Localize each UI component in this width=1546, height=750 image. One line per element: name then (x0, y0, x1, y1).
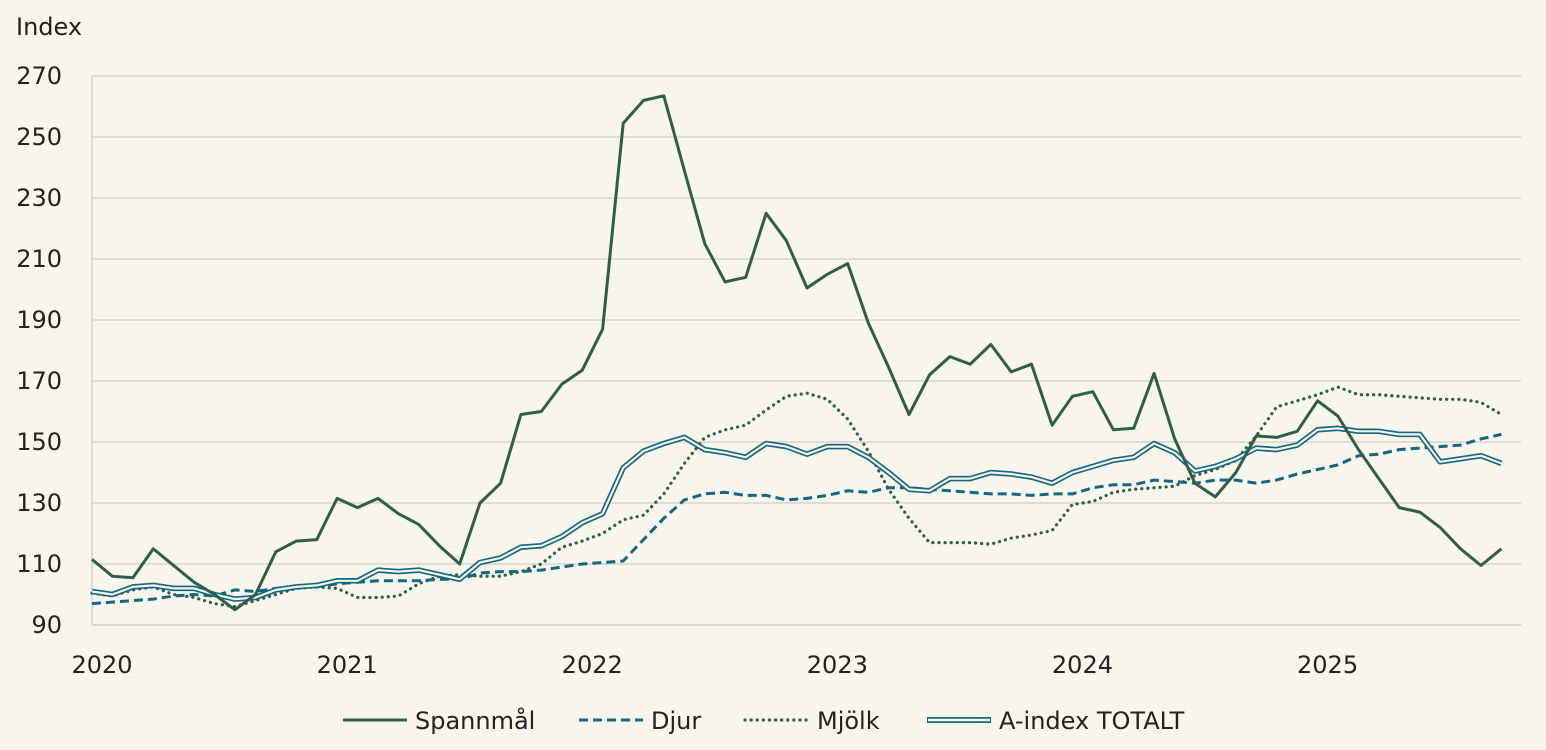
y-tick-label: 170 (16, 367, 62, 395)
series-line-inner (91, 427, 1502, 601)
legend-label: Mjölk (817, 707, 880, 735)
gridlines (92, 75, 1521, 565)
y-tick-label: 110 (16, 550, 62, 578)
legend-item: Djur (579, 707, 701, 735)
legend-item: Mjölk (743, 707, 880, 735)
series-A-index TOTALT (91, 425, 1503, 602)
legend: Spannmål Djur Mjölk A-index TOTALT (343, 706, 1185, 735)
legend-label: Spannmål (415, 706, 535, 735)
legend-label: A-index TOTALT (999, 707, 1185, 735)
series-line-outer (91, 425, 1503, 602)
y-tick-label: 90 (31, 611, 62, 639)
legend-item: Spannmål (343, 706, 535, 735)
y-tick-labels: 90 110 130 150 170 190 210 230 250 270 (16, 62, 62, 639)
y-tick-label: 190 (16, 306, 62, 334)
series-line (90, 385, 1504, 609)
x-tick-label: 2024 (1052, 651, 1113, 679)
x-tick-label: 2025 (1297, 651, 1358, 679)
x-tick-labels: 2020 2021 2022 2023 2024 2025 (71, 651, 1358, 679)
axes (91, 76, 1521, 626)
series-Djur (91, 432, 1502, 606)
series-Spannmål (91, 94, 1503, 612)
y-tick-label: 230 (16, 184, 62, 212)
y-tick-label: 270 (16, 62, 62, 90)
series-Mjölk (90, 385, 1504, 609)
series-lines (90, 94, 1504, 612)
x-tick-label: 2022 (562, 651, 623, 679)
legend-item: A-index TOTALT (927, 707, 1185, 735)
x-tick-label: 2021 (317, 651, 378, 679)
y-tick-label: 130 (16, 489, 62, 517)
legend-label: Djur (651, 707, 701, 735)
series-line (91, 432, 1502, 606)
x-tick-label: 2023 (807, 651, 868, 679)
y-tick-label: 210 (16, 245, 62, 273)
y-axis-label: Index (16, 13, 82, 41)
y-tick-label: 150 (16, 428, 62, 456)
series-line (91, 94, 1503, 612)
x-tick-label: 2020 (71, 651, 132, 679)
y-tick-label: 250 (16, 123, 62, 151)
